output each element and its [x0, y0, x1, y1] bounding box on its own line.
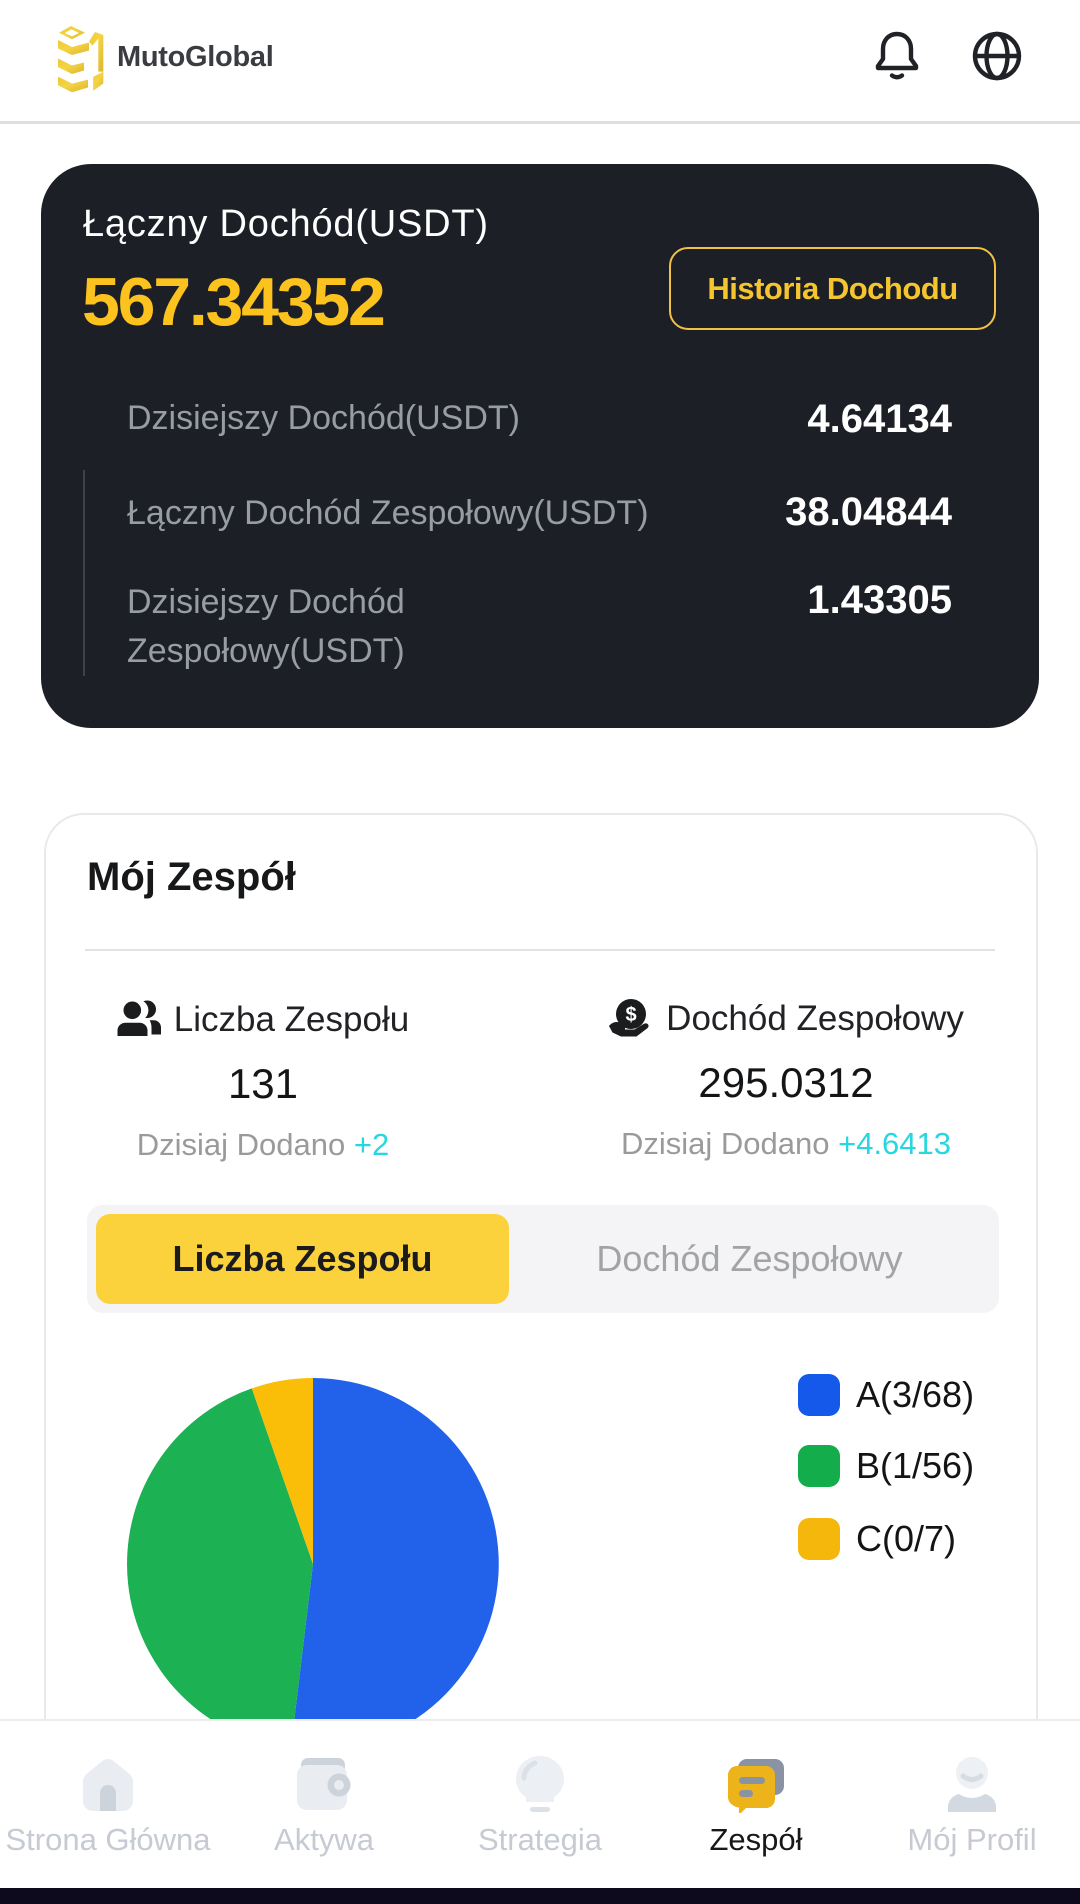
svg-text:$: $ [626, 1004, 637, 1026]
